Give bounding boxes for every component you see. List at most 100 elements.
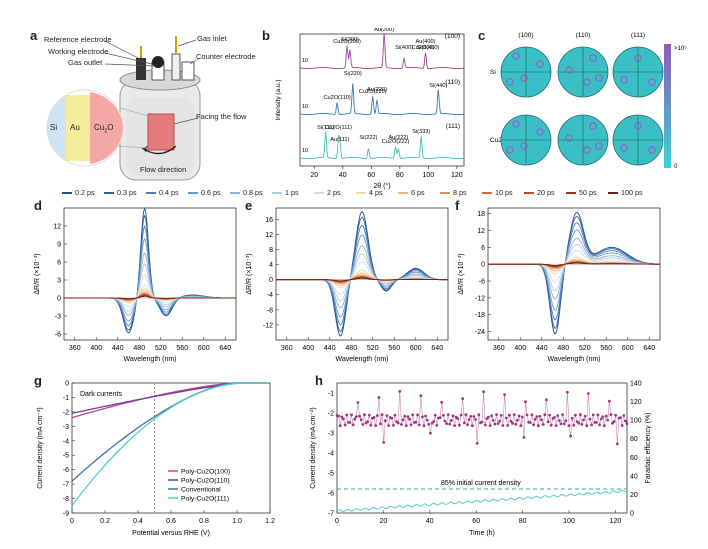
- ta-ytick-label: -4: [267, 292, 273, 299]
- lsv-ytick-label: -4: [63, 438, 69, 445]
- xrd-peak-label: Cu2O(111): [325, 125, 352, 131]
- xrd-xtick-label: 20: [310, 172, 318, 179]
- ta-ytick-label: -3: [55, 314, 61, 321]
- xrd-orientation-tag: (110): [445, 79, 460, 86]
- legend-item: 6 ps: [398, 188, 425, 197]
- xrd-xtick-label: 120: [451, 172, 463, 179]
- xrd-frame: [299, 33, 465, 167]
- panel-a-schematic: [46, 36, 201, 181]
- panel-f-letter: f: [455, 198, 460, 213]
- lsv-ytick-label: -6: [63, 467, 69, 474]
- lsv-legend-label: Poly-Cu2O(110): [181, 478, 230, 485]
- legend-swatch: [188, 191, 198, 194]
- ta-xtick-label: 520: [155, 345, 167, 352]
- lsv-ytick-label: -1: [63, 395, 69, 402]
- label-au: Au: [70, 123, 80, 132]
- colorbar-max-label: >10⁵: [674, 45, 687, 52]
- xrd-peak-label: Cu2O(110): [323, 95, 350, 101]
- ta-xtick-label: 480: [345, 345, 357, 352]
- ta-ytick-label: 18: [477, 211, 485, 218]
- stability-ytick-right-label: 40: [630, 473, 638, 480]
- xrd-peak-label: Cu2O(220): [359, 89, 387, 95]
- counter-electrode: [181, 61, 195, 81]
- pole-spot: [565, 134, 573, 142]
- ta-ytick-label: -12: [475, 295, 485, 302]
- xrd-peak-label: Au(111): [330, 137, 349, 143]
- legend-swatch: [314, 191, 324, 194]
- stability-ytick-right-label: 80: [630, 436, 638, 443]
- ta-xtick-label: 560: [600, 345, 612, 352]
- lsv-ytick-label: -3: [63, 424, 69, 431]
- xrd-trace: [299, 33, 465, 70]
- legend-label: 0.4 ps: [159, 188, 179, 197]
- xrd-peak-label: Cu2O(222): [382, 139, 410, 145]
- pole-spot: [595, 142, 603, 150]
- pole-spot: [634, 122, 642, 130]
- ta-frame: [275, 207, 449, 341]
- legend-item: 0.3 ps: [104, 188, 137, 197]
- ta-ytick-label: -6: [479, 279, 485, 286]
- lsv-frame: [71, 382, 271, 514]
- xrd-peak-label: Au(400): [416, 39, 436, 45]
- pole-spot: [589, 122, 597, 130]
- pole-spot: [583, 78, 591, 86]
- legend-swatch: [608, 191, 618, 194]
- xrd-peak-label: Si(600): [416, 45, 434, 51]
- ta-xtick-label: 480: [557, 345, 569, 352]
- ta-ytick-label: 12: [265, 232, 273, 239]
- stability-ytick-right-label: 20: [630, 492, 638, 499]
- lsv-xlabel: Potential versus RHE (V): [132, 530, 210, 537]
- ta-ytick-label: 0: [57, 296, 61, 303]
- ta-trace: [488, 237, 660, 300]
- lsv-ytick-label: -8: [63, 496, 69, 503]
- legend-swatch: [398, 191, 408, 194]
- ta-ylabel: ΔR/R (×10⁻³): [246, 253, 253, 294]
- ta-xtick-label: 440: [112, 345, 124, 352]
- sample: [147, 113, 175, 151]
- stability-chart: 0 20 40 60 80 100 120 -1 -2 -3 -4 -5 -6 -7 140 120 100 80…: [310, 381, 652, 538]
- xrd-peak-label: Cu2O(200): [333, 39, 361, 45]
- legend-swatch: [104, 191, 114, 194]
- xrd-xtick-label: 60: [367, 172, 375, 179]
- stability-xtick-label: 0: [335, 518, 339, 525]
- panel-a-letter: a: [30, 28, 38, 43]
- ta-ytick-label: 6: [481, 245, 485, 252]
- ta-xtick-label: 400: [302, 345, 314, 352]
- colorbar-min-label: 0: [674, 164, 678, 170]
- xrd-orientation-tag: (100): [445, 33, 460, 40]
- ta-ytick-label: 9: [57, 242, 61, 249]
- xrd-peak-label: Si(222): [359, 135, 377, 141]
- stability-xtick-label: 40: [426, 518, 434, 525]
- pole-spot: [634, 54, 642, 62]
- pole-spot: [536, 60, 544, 68]
- panel-h-letter: h: [315, 373, 323, 388]
- ta-xtick-label: 440: [324, 345, 336, 352]
- lsv-series-line: [71, 382, 267, 419]
- ta-ylabel: ΔR/R (×10⁻³): [34, 253, 41, 294]
- ta-ytick-label: -24: [475, 329, 485, 336]
- legend-label: 50 ps: [579, 188, 597, 197]
- pole-figure-grid: (100) (110) (111) Si Cu2O >10⁵ 0: [490, 32, 687, 170]
- lsv-dark-label: Dark currents: [80, 391, 123, 398]
- legend-swatch: [440, 191, 450, 194]
- legend-item: 10 ps: [482, 188, 513, 197]
- xrd-ylabel: Intensity (a.u.): [275, 79, 282, 120]
- pole-spot: [589, 54, 597, 62]
- pole-spot: [536, 128, 544, 136]
- label-gas-inlet: Gas inlet: [197, 34, 227, 43]
- legend-label: 6 ps: [411, 188, 425, 197]
- ta-ylabel: ΔR/R (×10⁻³): [458, 253, 465, 294]
- lsv-ylabel: Current density (mA cm⁻²): [37, 407, 44, 489]
- legend-label: 2 ps: [327, 188, 341, 197]
- legend-item: 4 ps: [356, 188, 383, 197]
- xrd-peak-label: Au(200): [374, 28, 394, 33]
- lsv-ytick-label: -7: [63, 482, 69, 489]
- panel-c-letter: c: [478, 28, 486, 43]
- label-gas-outlet: Gas outlet: [68, 58, 103, 67]
- label-si: Si: [50, 123, 58, 132]
- pole-col-label: (100): [518, 32, 533, 39]
- stability-ytick-left-label: -7: [328, 511, 334, 518]
- ta-ytick-label: 3: [57, 278, 61, 285]
- ta-xtick-label: 400: [90, 345, 102, 352]
- pole-spot: [620, 144, 628, 152]
